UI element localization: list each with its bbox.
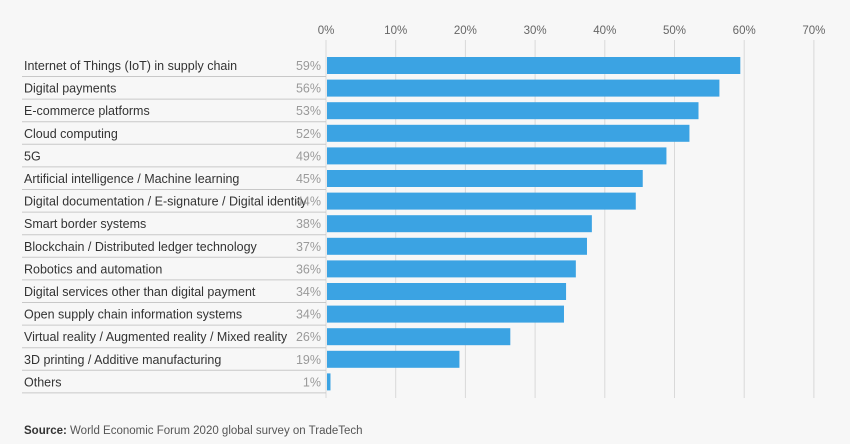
value-label: 44% [296, 195, 321, 209]
bar [327, 305, 564, 323]
category-label: Virtual reality / Augmented reality / Mi… [24, 330, 288, 344]
bar [327, 283, 567, 300]
category-label: 3D printing / Additive manufacturing [24, 353, 221, 367]
x-tick-label: 50% [663, 25, 686, 37]
x-tick-label: 70% [802, 25, 825, 37]
value-label: 1% [303, 375, 321, 389]
value-label: 26% [296, 330, 321, 344]
x-tick-label: 60% [733, 25, 756, 37]
x-tick-label: 40% [593, 25, 616, 37]
category-label: Cloud computing [24, 127, 118, 141]
value-label: 56% [296, 82, 321, 96]
bar [327, 79, 720, 97]
bar [327, 124, 690, 142]
value-label: 34% [296, 285, 321, 299]
source-text: World Economic Forum 2020 global survey … [70, 425, 363, 437]
category-label: Digital services other than digital paym… [24, 285, 256, 299]
bar [327, 102, 699, 120]
source-note: Source: World Economic Forum 2020 global… [24, 425, 363, 437]
source-label: Source: [24, 425, 67, 437]
category-label: Blockchain / Distributed ledger technolo… [24, 240, 258, 254]
value-label: 19% [296, 353, 321, 367]
x-tick-label: 30% [524, 25, 547, 37]
bar [327, 192, 636, 210]
value-label: 38% [296, 217, 321, 231]
bar [327, 170, 643, 187]
value-label: 45% [296, 172, 321, 186]
value-label: 53% [296, 104, 321, 118]
category-label: Digital payments [24, 82, 116, 96]
x-tick-label: 20% [454, 25, 477, 37]
x-axis-ticks: 0% 10% 20% 30% 40% 50% 60% 70% [318, 25, 826, 37]
chart-rows: Internet of Things (IoT) in supply chain… [22, 57, 741, 394]
value-label: 36% [296, 262, 321, 276]
bar [327, 260, 576, 278]
category-label: Internet of Things (IoT) in supply chain [24, 59, 237, 73]
x-tick-label: 10% [384, 25, 407, 37]
category-label: E-commerce platforms [24, 104, 150, 118]
bar [327, 350, 460, 368]
category-label: Open supply chain information systems [24, 308, 242, 322]
category-label: Artificial intelligence / Machine learni… [24, 172, 239, 186]
value-label: 37% [296, 240, 321, 254]
category-label: Robotics and automation [24, 262, 162, 276]
value-label: 52% [296, 127, 321, 141]
value-label: 59% [296, 59, 321, 73]
bar [327, 373, 331, 391]
value-label: 34% [296, 308, 321, 322]
bar [327, 328, 511, 346]
category-label: Others [24, 375, 62, 389]
bar [327, 237, 587, 255]
x-tick-label: 0% [318, 25, 335, 37]
category-label: Digital documentation / E-signature / Di… [24, 195, 308, 209]
value-label: 49% [296, 149, 321, 163]
bar [327, 215, 592, 233]
category-label: Smart border systems [24, 217, 146, 231]
category-label: 5G [24, 149, 41, 163]
bar [327, 57, 741, 74]
bar [327, 147, 667, 165]
